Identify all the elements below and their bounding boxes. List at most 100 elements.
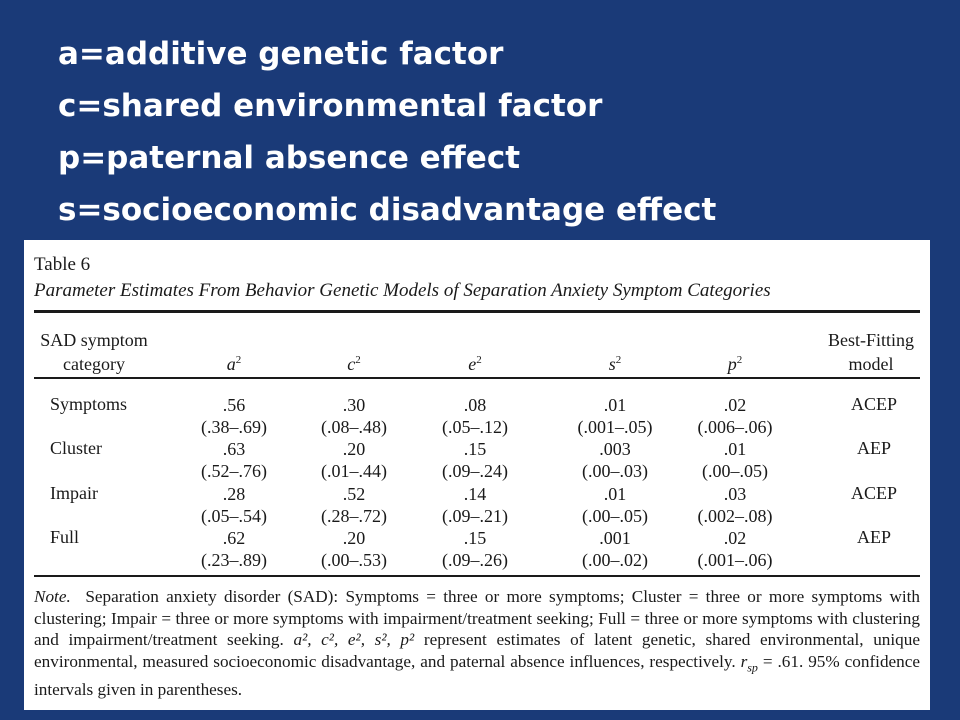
ci: (.002–.08): [697, 506, 773, 526]
table-note: Note. Separation anxiety disorder (SAD):…: [34, 586, 920, 700]
header-category-line2: category: [63, 354, 125, 374]
ci: (.01–.44): [321, 461, 387, 481]
definition-p: p=paternal absence effect: [58, 140, 521, 176]
row-label-symptoms: Symptoms: [50, 394, 128, 414]
cell-symptoms-s2: .01 (.001–.05): [560, 394, 670, 438]
model-symptoms: ACEP: [850, 394, 897, 414]
header-s-symbol: s: [608, 354, 616, 374]
header-s-exponent: 2: [615, 354, 622, 366]
note-rsp-subscript: sp: [747, 660, 758, 675]
header-p-exponent: 2: [736, 354, 743, 366]
header-e-exponent: 2: [476, 354, 482, 366]
cell-impair-a2: .28 (.05–.54): [179, 483, 289, 527]
header-category: SAD symptom category: [34, 328, 154, 376]
row-label-impair: Impair: [50, 483, 98, 503]
cell-full-a2: .62 (.23–.89): [179, 527, 289, 571]
note-rsp-symbol: r: [740, 651, 748, 671]
ci: (.00–.02): [582, 550, 648, 570]
ci: (.00–.03): [582, 461, 648, 481]
value: .30: [342, 395, 366, 415]
ci: (.09–.26): [442, 550, 508, 570]
header-model: Best-Fitting model: [816, 328, 926, 376]
value: .003: [599, 439, 631, 459]
cell-full-c2: .20 (.00–.53): [299, 527, 409, 571]
cell-impair-e2: .14 (.09–.21): [420, 483, 530, 527]
header-p-symbol: p: [727, 354, 737, 374]
ci: (.23–.89): [201, 550, 267, 570]
header-a2: a2: [179, 352, 289, 376]
ci: (.28–.72): [321, 506, 387, 526]
value: .62: [222, 528, 246, 548]
header-rule: [34, 377, 920, 379]
ci: (.001–.05): [577, 417, 653, 437]
value: .03: [723, 484, 747, 504]
value: .52: [342, 484, 366, 504]
cell-full-s2: .001 (.00–.02): [560, 527, 670, 571]
note-text-2: represent estimates of latent genetic, s…: [34, 630, 920, 671]
ci: (.09–.21): [442, 506, 508, 526]
value: .14: [463, 484, 487, 504]
ci: (.00–.05): [702, 461, 768, 481]
value: .01: [603, 395, 627, 415]
model-impair: ACEP: [850, 483, 897, 503]
cell-symptoms-a2: .56 (.38–.69): [179, 394, 289, 438]
header-c2: c2: [299, 352, 409, 376]
cell-full-p2: .02 (.001–.06): [680, 527, 790, 571]
value: .15: [463, 528, 487, 548]
cell-symptoms-c2: .30 (.08–.48): [299, 394, 409, 438]
value: .63: [222, 439, 246, 459]
header-a-symbol: a: [226, 354, 236, 374]
definition-c: c=shared environmental factor: [58, 88, 603, 124]
model-cluster: AEP: [856, 438, 891, 458]
model-full: AEP: [856, 527, 891, 547]
cell-impair-s2: .01 (.00–.05): [560, 483, 670, 527]
value: .01: [603, 484, 627, 504]
value: .20: [342, 439, 366, 459]
definition-list: a=additive genetic factor c=shared envir…: [58, 28, 716, 236]
cell-cluster-p2: .01 (.00–.05): [680, 438, 790, 482]
value: .08: [463, 395, 487, 415]
definition-a: a=additive genetic factor: [58, 36, 504, 72]
cell-full-e2: .15 (.09–.26): [420, 527, 530, 571]
ci: (.00–.53): [321, 550, 387, 570]
note-text-1: Separation anxiety disorder (SAD): Sympt…: [34, 587, 921, 650]
value: .02: [723, 395, 747, 415]
row-label-cluster: Cluster: [50, 438, 102, 458]
cell-impair-p2: .03 (.002–.08): [680, 483, 790, 527]
header-model-line2: model: [848, 354, 894, 374]
definition-s: s=socioeconomic disadvantage effect: [58, 192, 717, 228]
ci: (.006–.06): [697, 417, 773, 437]
header-model-line1: Best-Fitting: [827, 330, 914, 350]
cell-cluster-s2: .003 (.00–.03): [560, 438, 670, 482]
value: .28: [222, 484, 246, 504]
value: .15: [463, 439, 487, 459]
ci: (.05–.54): [201, 506, 267, 526]
value: .20: [342, 528, 366, 548]
cell-cluster-a2: .63 (.52–.76): [179, 438, 289, 482]
value: .56: [222, 395, 246, 415]
row-label-full: Full: [50, 527, 80, 547]
value: .001: [599, 528, 631, 548]
cell-symptoms-e2: .08 (.05–.12): [420, 394, 530, 438]
ci: (.52–.76): [201, 461, 267, 481]
ci: (.08–.48): [321, 417, 387, 437]
header-p2: p2: [680, 352, 790, 376]
table-number: Table 6: [34, 254, 91, 275]
top-rule: [34, 310, 920, 313]
ci: (.38–.69): [201, 417, 267, 437]
ci: (.001–.06): [697, 550, 773, 570]
note-label: Note.: [34, 587, 71, 606]
header-s2: s2: [560, 352, 670, 376]
value: .01: [723, 439, 747, 459]
header-a-exponent: 2: [235, 354, 242, 366]
ci: (.00–.05): [582, 506, 648, 526]
note-symbols: a², c², e², s², p²: [293, 630, 415, 650]
header-c-symbol: c: [347, 354, 356, 374]
header-c-exponent: 2: [355, 354, 361, 366]
note-rsp-value: = .61. 95% confidence intervals given in…: [34, 651, 921, 699]
cell-symptoms-p2: .02 (.006–.06): [680, 394, 790, 438]
bottom-rule: [34, 575, 920, 577]
table-panel: Table 6 Parameter Estimates From Behavio…: [24, 240, 930, 710]
header-e2: e2: [420, 352, 530, 376]
ci: (.05–.12): [442, 417, 508, 437]
